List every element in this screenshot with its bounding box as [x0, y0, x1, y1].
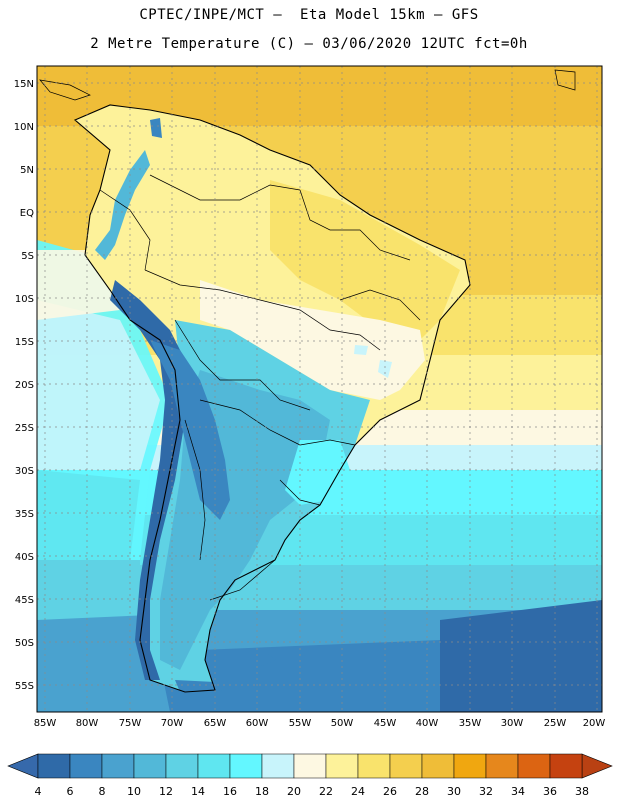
colorbar-label: 36 — [543, 785, 557, 798]
lat-label: 55S — [15, 681, 34, 692]
colorbar-cell — [485, 753, 519, 779]
colorbar-label: 16 — [223, 785, 237, 798]
colorbar-label: 18 — [255, 785, 269, 798]
latitude-axis: 15N 10N 5N EQ 5S 10S 15S 20S 25S 30S 35S… — [14, 79, 34, 692]
graticule — [37, 66, 602, 712]
colorbar-label: 26 — [383, 785, 397, 798]
colorbar-cell — [261, 753, 295, 779]
colorbar-cell — [229, 753, 263, 779]
lat-label: 35S — [15, 509, 34, 520]
colorbar-label: 12 — [159, 785, 173, 798]
lon-label: 50W — [331, 718, 354, 729]
color-scale-bar: 4 6 8 10 12 14 16 18 20 22 24 26 28 30 32 34 36 38 — [7, 753, 613, 798]
lon-label: 60W — [246, 718, 269, 729]
lon-label: 55W — [289, 718, 312, 729]
colorbar-cell — [69, 753, 103, 779]
colorbar-cell — [517, 753, 551, 779]
lon-label: 80W — [76, 718, 99, 729]
colorbar-label: 24 — [351, 785, 365, 798]
colorbar-high-arrow — [581, 753, 613, 779]
lon-label: 70W — [161, 718, 184, 729]
colorbar-label: 38 — [575, 785, 589, 798]
colorbar-label: 32 — [479, 785, 493, 798]
colorbar-cell — [133, 753, 167, 779]
longitude-axis: 85W 80W 75W 70W 65W 60W 55W 50W 45W 40W … — [34, 718, 606, 729]
colorbar-cell — [549, 753, 583, 779]
colorbar-cell — [453, 753, 487, 779]
lon-label: 30W — [501, 718, 524, 729]
lon-label: 40W — [416, 718, 439, 729]
colorbar-label: 22 — [319, 785, 333, 798]
colorbar-label: 6 — [67, 785, 74, 798]
lon-label: 85W — [34, 718, 57, 729]
lat-label: 5S — [21, 251, 34, 262]
colorbar-label: 20 — [287, 785, 301, 798]
lat-label: EQ — [20, 208, 34, 219]
lon-label: 45W — [374, 718, 397, 729]
lon-label: 75W — [119, 718, 142, 729]
lat-label: 15S — [15, 337, 34, 348]
colorbar-cell — [101, 753, 135, 779]
lon-label: 35W — [459, 718, 482, 729]
colorbar-cell — [389, 753, 423, 779]
map-frame — [36, 65, 603, 713]
lat-label: 50S — [15, 638, 34, 649]
colorbar-cell — [165, 753, 199, 779]
map-title-line-1: CPTEC/INPE/MCT – Eta Model 15km – GFS — [139, 7, 479, 23]
colorbar-cell — [421, 753, 455, 779]
colorbar-label: 10 — [127, 785, 141, 798]
lat-label: 45S — [15, 595, 34, 606]
lat-label: 30S — [15, 466, 34, 477]
colorbar-cell — [357, 753, 391, 779]
colorbar-label: 4 — [35, 785, 42, 798]
colorbar-label: 28 — [415, 785, 429, 798]
colorbar-cell — [325, 753, 359, 779]
map-title-line-2: 2 Metre Temperature (C) – 03/06/2020 12U… — [90, 36, 528, 52]
colorbar-label: 8 — [99, 785, 106, 798]
lat-label: 5N — [20, 165, 34, 176]
lat-label: 10S — [15, 294, 34, 305]
colorbar-label: 30 — [447, 785, 461, 798]
colorbar-low-arrow — [7, 753, 39, 779]
lon-label: 25W — [544, 718, 567, 729]
map-field — [37, 66, 602, 712]
colorbar-cell — [293, 753, 327, 779]
colorbar-label: 34 — [511, 785, 525, 798]
colorbar-label: 14 — [191, 785, 205, 798]
colorbar-cell — [37, 753, 71, 779]
lat-label: 25S — [15, 423, 34, 434]
lat-label: 10N — [14, 122, 34, 133]
lat-label: 40S — [15, 552, 34, 563]
lon-label: 65W — [204, 718, 227, 729]
colorbar-cell — [197, 753, 231, 779]
lat-label: 20S — [15, 380, 34, 391]
lon-label: 20W — [583, 718, 606, 729]
lat-label: 15N — [14, 79, 34, 90]
